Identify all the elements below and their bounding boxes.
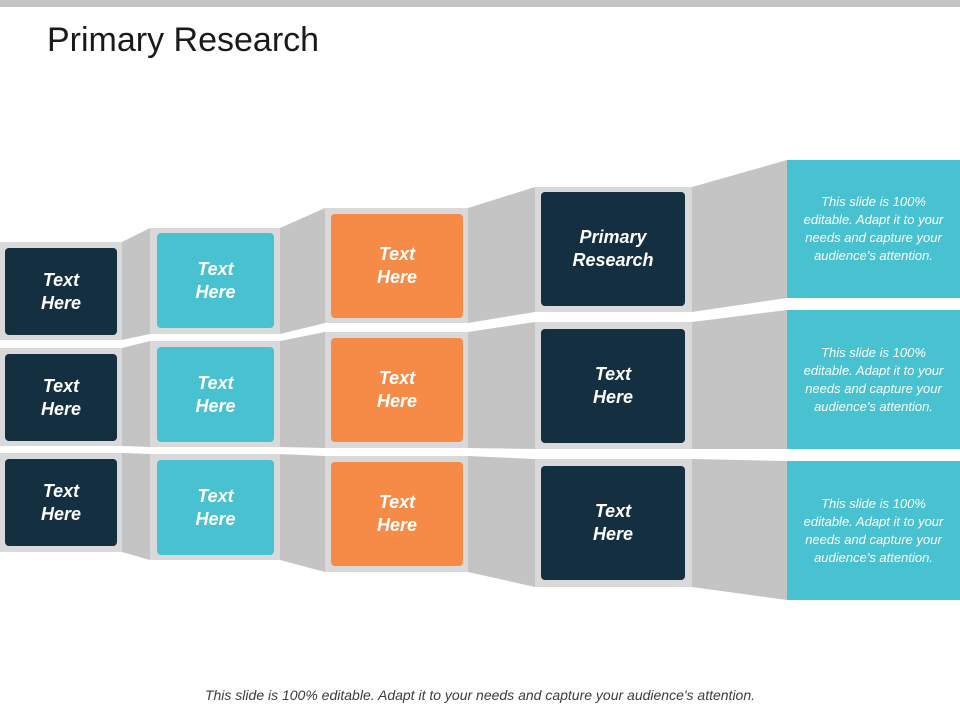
connector-3-row1	[468, 187, 535, 323]
connector-1-row1	[122, 228, 150, 340]
tile-col2-row1: Text Here	[157, 233, 274, 328]
connector-2-row3	[280, 454, 325, 572]
description-note-1: This slide is 100% editable. Adapt it to…	[787, 160, 960, 298]
connector-3-row2	[468, 322, 535, 449]
tile-col1-row1: Text Here	[5, 248, 117, 335]
connector-4-row1	[692, 160, 787, 312]
tile-col1-row2: Text Here	[5, 354, 117, 441]
tile-col3-row3: Text Here	[331, 462, 463, 566]
connector-1-row3	[122, 453, 150, 560]
tile-col2-row2: Text Here	[157, 347, 274, 442]
description-note-3: This slide is 100% editable. Adapt it to…	[787, 461, 960, 600]
connector-4-row3	[692, 459, 787, 600]
footer-caption: This slide is 100% editable. Adapt it to…	[204, 687, 756, 703]
connector-3-row3	[468, 456, 535, 587]
tile-col2-row3: Text Here	[157, 460, 274, 555]
top-accent-bar	[0, 0, 960, 7]
tile-col3-row2: Text Here	[331, 338, 463, 442]
tile-col4-row2: Text Here	[541, 329, 685, 443]
tile-col4-row3: Text Here	[541, 466, 685, 580]
tile-col4-row1-primary-research: Primary Research	[541, 192, 685, 306]
slide-title: Primary Research	[47, 21, 320, 59]
connector-2-row2	[280, 332, 325, 448]
connector-4-row2	[692, 310, 787, 449]
tile-col1-row3: Text Here	[5, 459, 117, 546]
tile-col3-row1: Text Here	[331, 214, 463, 318]
description-note-2: This slide is 100% editable. Adapt it to…	[787, 310, 960, 449]
connector-2-row1	[280, 208, 325, 334]
connector-1-row2	[122, 341, 150, 447]
